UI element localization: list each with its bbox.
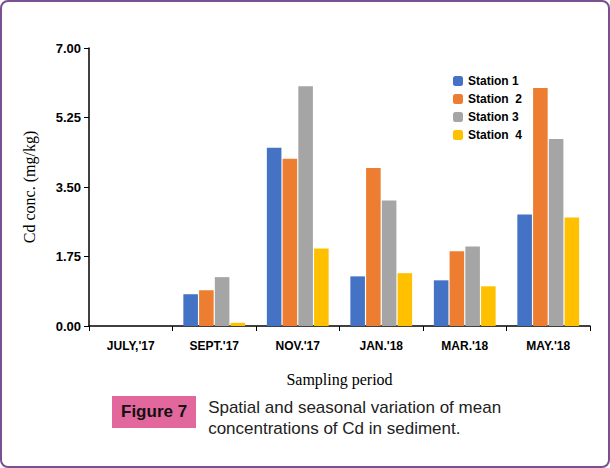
svg-text:SEPT.'17: SEPT.'17 bbox=[189, 339, 239, 353]
html-text:Figure 7: Figure 7 bbox=[121, 402, 188, 421]
svg-text:Sampling period: Sampling period bbox=[286, 371, 392, 389]
svg-text:Station 1: Station 1 bbox=[468, 74, 519, 88]
svg-text:1.75: 1.75 bbox=[56, 249, 81, 264]
svg-text:3.50: 3.50 bbox=[56, 180, 81, 195]
svg-text:Station 2: Station 2 bbox=[468, 92, 522, 106]
svg-text:Cd conc. (mg/kg): Cd conc. (mg/kg) bbox=[21, 131, 39, 243]
html-text:Spatial and seasonal variation: Spatial and seasonal variation of mean c… bbox=[208, 398, 502, 438]
svg-text:MAY.'18: MAY.'18 bbox=[526, 339, 570, 353]
svg-text:NOV.'17: NOV.'17 bbox=[276, 339, 321, 353]
svg-text:JAN.'18: JAN.'18 bbox=[359, 339, 403, 353]
svg-text:5.25: 5.25 bbox=[56, 110, 81, 125]
svg-text:Station 3: Station 3 bbox=[468, 110, 519, 124]
svg-text:JULY,'17: JULY,'17 bbox=[107, 339, 155, 353]
svg-text:0.00: 0.00 bbox=[56, 319, 81, 334]
svg-text:MAR.'18: MAR.'18 bbox=[441, 339, 488, 353]
svg-text:Station 4: Station 4 bbox=[468, 128, 522, 142]
svg-text:7.00: 7.00 bbox=[56, 41, 81, 56]
